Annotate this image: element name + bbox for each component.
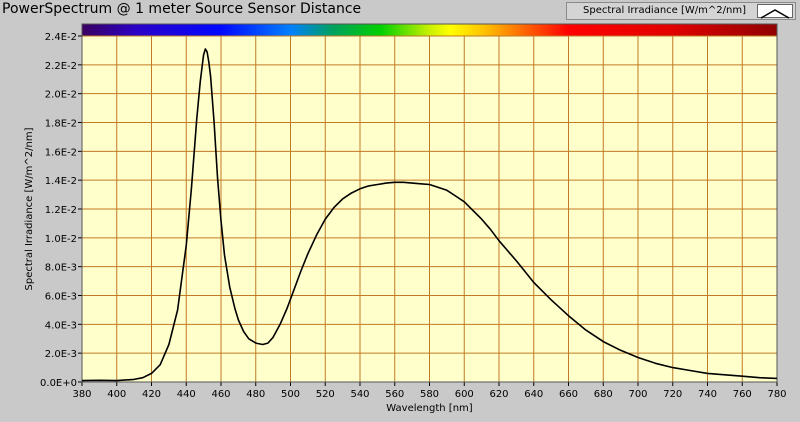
legend[interactable]: Spectral Irradiance [W/m^2/nm] bbox=[566, 2, 796, 20]
plot-frame bbox=[81, 23, 778, 383]
y-tick-label: 0.0E+0 bbox=[40, 378, 77, 389]
x-tick-label: 540 bbox=[350, 389, 369, 400]
x-axis-label: Wavelength [nm] bbox=[386, 403, 472, 414]
x-tick-label: 640 bbox=[524, 389, 543, 400]
y-tick-label: 2.4E-2 bbox=[45, 32, 77, 43]
x-tick-label: 460 bbox=[211, 389, 230, 400]
x-tick-label: 400 bbox=[107, 389, 126, 400]
y-tick-label: 2.0E-3 bbox=[45, 349, 77, 360]
legend-line-icon bbox=[760, 9, 790, 19]
x-tick-label: 700 bbox=[628, 389, 647, 400]
x-tick-label: 440 bbox=[177, 389, 196, 400]
x-tick-label: 720 bbox=[663, 389, 682, 400]
x-tick-label: 580 bbox=[420, 389, 439, 400]
spectrum-color-bar bbox=[82, 24, 777, 36]
y-tick-label: 1.0E-2 bbox=[45, 234, 77, 245]
x-tick-label: 620 bbox=[489, 389, 508, 400]
y-tick-label: 2.0E-2 bbox=[45, 90, 77, 101]
x-tick-label: 600 bbox=[455, 389, 474, 400]
x-tick-label: 380 bbox=[72, 389, 91, 400]
chart-title: PowerSpectrum @ 1 meter Source Sensor Di… bbox=[2, 1, 362, 17]
x-tick-label: 740 bbox=[698, 389, 717, 400]
title-bar: PowerSpectrum @ 1 meter Source Sensor Di… bbox=[0, 0, 800, 22]
x-tick-label: 760 bbox=[733, 389, 752, 400]
y-axis-label: Spectral Irradiance [W/m^2/nm] bbox=[24, 127, 35, 290]
x-tick-label: 500 bbox=[281, 389, 300, 400]
x-tick-label: 420 bbox=[142, 389, 161, 400]
y-tick-label: 1.6E-2 bbox=[45, 147, 77, 158]
x-tick-label: 520 bbox=[316, 389, 335, 400]
x-tick-label: 780 bbox=[767, 389, 786, 400]
y-tick-label: 1.2E-2 bbox=[45, 205, 77, 216]
y-tick-label: 2.2E-2 bbox=[45, 61, 77, 72]
y-tick-label: 1.4E-2 bbox=[45, 176, 77, 187]
legend-line-swatch[interactable] bbox=[757, 4, 793, 19]
x-tick-label: 480 bbox=[246, 389, 265, 400]
legend-label: Spectral Irradiance [W/m^2/nm] bbox=[583, 5, 746, 16]
x-tick-label: 680 bbox=[594, 389, 613, 400]
x-tick-label: 560 bbox=[385, 389, 404, 400]
y-tick-label: 6.0E-3 bbox=[45, 292, 77, 303]
y-tick-label: 4.0E-3 bbox=[45, 320, 77, 331]
series-line bbox=[81, 48, 778, 382]
y-tick-label: 8.0E-3 bbox=[45, 263, 77, 274]
y-tick-label: 1.8E-2 bbox=[45, 119, 77, 130]
x-tick-label: 660 bbox=[559, 389, 578, 400]
